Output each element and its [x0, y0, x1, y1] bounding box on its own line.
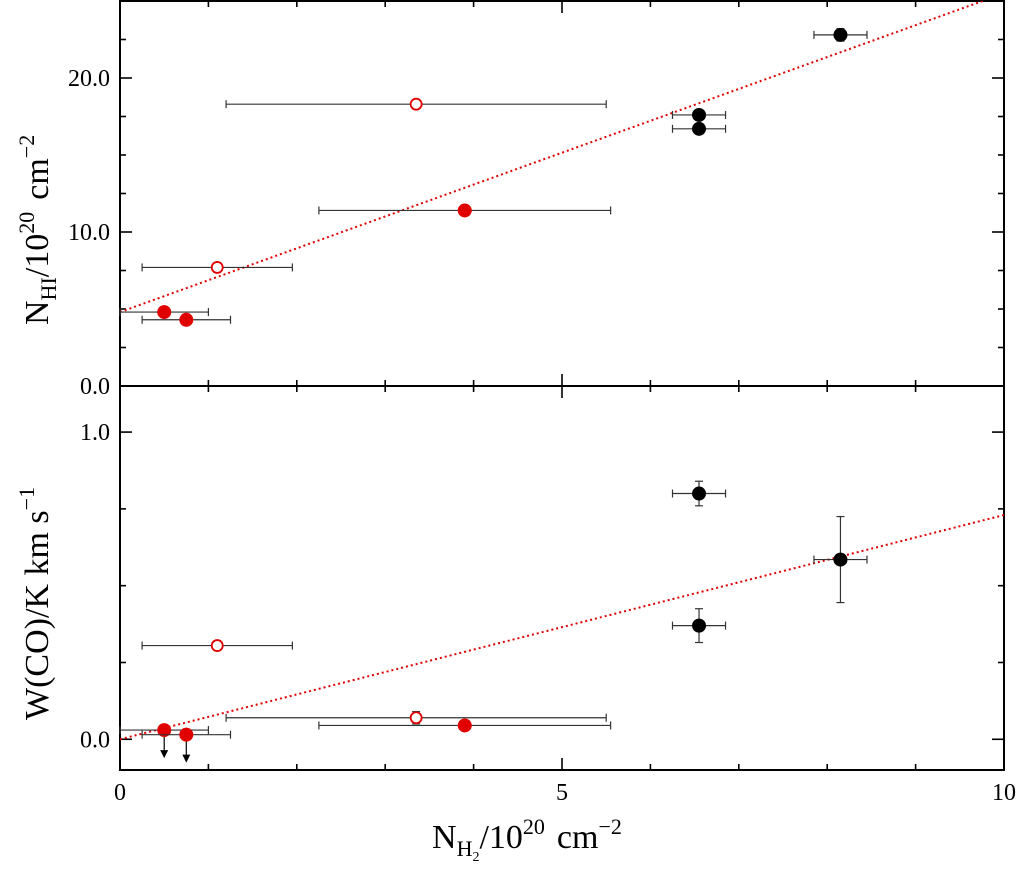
x-tick-label: 0 — [114, 780, 126, 806]
marker — [210, 639, 224, 652]
top-ylabel: NHI/1020cm−2 — [14, 135, 61, 325]
x-tick-label: 10 — [992, 780, 1016, 806]
data-point — [141, 727, 232, 763]
marker — [692, 618, 707, 633]
data-point — [141, 639, 293, 652]
arrow-head — [182, 754, 191, 763]
bottom-panel: 0 5 10 0.0 1.0 — [80, 385, 1016, 806]
plot-frame — [119, 385, 1005, 771]
marker — [409, 97, 423, 111]
data-point — [141, 261, 293, 274]
data-point — [813, 27, 868, 42]
data-point — [225, 711, 607, 725]
y-tick-label: 0.0 — [80, 374, 110, 400]
data-point — [318, 203, 612, 218]
data-point — [813, 515, 868, 604]
x-tick-label: 5 — [556, 780, 568, 806]
marker — [409, 711, 423, 725]
data-point — [141, 312, 232, 327]
data-point — [671, 107, 727, 122]
bottom-ylabel: W(CO)/K km s−1 — [14, 487, 56, 720]
marker — [692, 107, 707, 122]
fit-line — [120, 1, 986, 314]
data-point — [671, 121, 727, 136]
data-point — [671, 608, 727, 644]
marker — [157, 305, 172, 320]
marker — [833, 552, 848, 567]
data-point — [119, 723, 209, 759]
marker — [179, 312, 194, 327]
marker — [692, 486, 707, 501]
y-tick-label: 0.0 — [80, 727, 110, 753]
y-tick-label: 1.0 — [80, 420, 110, 446]
arrow-head — [160, 750, 169, 759]
bottom-xlabel: NH2/1020 cm−2 — [432, 814, 622, 865]
marker — [157, 723, 172, 738]
plot-frame — [119, 0, 1005, 387]
marker — [457, 203, 472, 218]
marker — [833, 27, 848, 42]
marker — [179, 727, 194, 742]
marker — [692, 121, 707, 136]
y-tick-label: 20.0 — [68, 66, 110, 92]
data-point — [225, 97, 607, 111]
data-point — [119, 305, 209, 320]
fit-line — [120, 514, 1004, 741]
data-point — [318, 718, 612, 733]
data-point — [671, 480, 727, 507]
marker — [457, 718, 472, 733]
y-tick-label: 10.0 — [68, 220, 110, 246]
marker — [210, 261, 224, 274]
top-panel: 0.0 10.0 20.0 — [68, 0, 1005, 400]
